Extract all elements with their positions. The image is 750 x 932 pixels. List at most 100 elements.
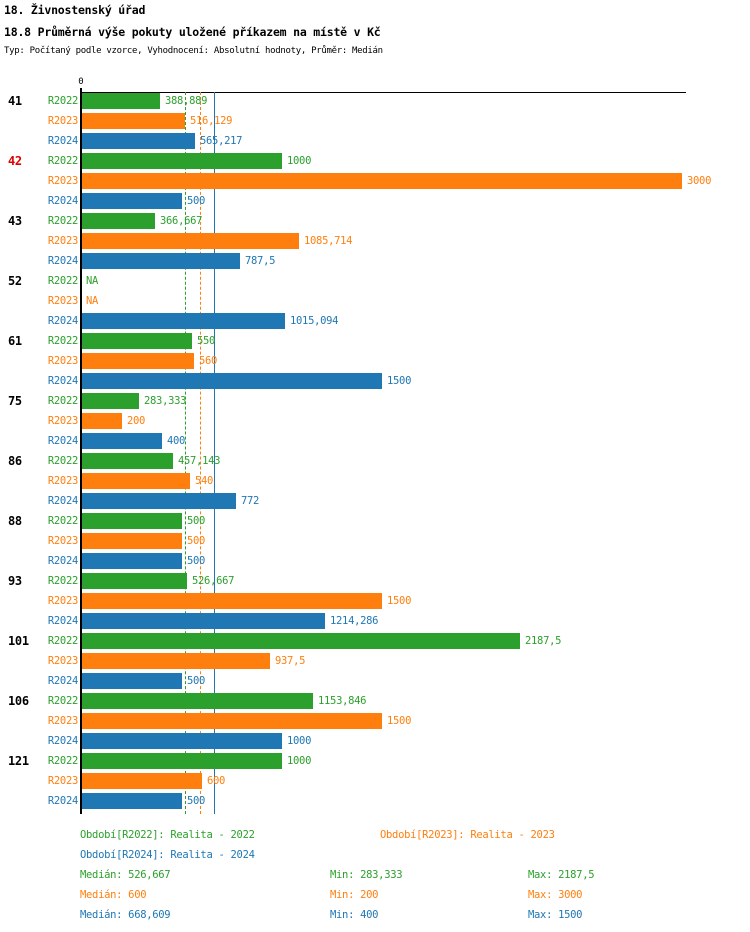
- value-label-na: NA: [86, 275, 99, 287]
- bar: [82, 653, 270, 669]
- series-label: R2024: [47, 195, 78, 207]
- category-label: 42: [8, 154, 22, 168]
- value-label: 2187,5: [525, 635, 562, 647]
- series-label: R2022: [47, 155, 78, 167]
- series-label: R2022: [47, 395, 78, 407]
- series-label: R2023: [47, 295, 78, 307]
- bar: [82, 793, 182, 809]
- value-label: 1500: [387, 715, 412, 727]
- value-label: 937,5: [275, 655, 306, 667]
- value-label: 1015,094: [290, 315, 339, 327]
- bar: [82, 233, 299, 249]
- value-label: 516,129: [190, 115, 233, 127]
- value-label: 540: [195, 475, 214, 487]
- value-label: 565,217: [200, 135, 243, 147]
- value-label: 1085,714: [304, 235, 353, 247]
- category-label: 121: [8, 754, 29, 768]
- bar: [82, 433, 162, 449]
- x-axis-line: [81, 92, 686, 93]
- bar: [82, 733, 282, 749]
- bar: [82, 213, 155, 229]
- zero-axis-line: [80, 88, 82, 814]
- legend-item: Období[R2022]: Realita - 2022: [80, 829, 255, 841]
- series-label: R2022: [47, 635, 78, 647]
- bar: [82, 333, 192, 349]
- value-label: 500: [187, 535, 206, 547]
- series-label: R2022: [47, 575, 78, 587]
- value-label: 1000: [287, 735, 312, 747]
- category-label: 88: [8, 514, 22, 528]
- series-label: R2024: [47, 315, 78, 327]
- chart-title: 18.8 Průměrná výše pokuty uložené příkaz…: [4, 25, 381, 39]
- bar: [82, 413, 122, 429]
- series-label: R2022: [47, 515, 78, 527]
- series-label: R2023: [47, 235, 78, 247]
- bar: [82, 613, 325, 629]
- stat-min: Min: 200: [330, 889, 379, 901]
- category-label: 86: [8, 454, 22, 468]
- series-label: R2023: [47, 355, 78, 367]
- bar: [82, 593, 382, 609]
- median-line-r2023: [200, 92, 201, 814]
- series-label: R2024: [47, 735, 78, 747]
- value-label: 1214,286: [330, 615, 379, 627]
- value-label: 1000: [287, 155, 312, 167]
- series-label: R2024: [47, 435, 78, 447]
- category-label: 106: [8, 694, 29, 708]
- stat-max: Max: 1500: [528, 909, 583, 921]
- category-label: 41: [8, 94, 22, 108]
- series-label: R2023: [47, 415, 78, 427]
- series-label: R2024: [47, 135, 78, 147]
- series-label: R2023: [47, 715, 78, 727]
- value-label: 600: [207, 775, 226, 787]
- category-label: 101: [8, 634, 29, 648]
- bar: [82, 553, 182, 569]
- series-label: R2022: [47, 275, 78, 287]
- bar: [82, 513, 182, 529]
- value-label: 3000: [687, 175, 712, 187]
- category-label: 75: [8, 394, 22, 408]
- stat-median: Medián: 526,667: [80, 869, 171, 881]
- bar: [82, 93, 160, 109]
- median-line-r2024: [214, 92, 215, 814]
- value-label: 500: [187, 195, 206, 207]
- bar: [82, 633, 520, 649]
- bar: [82, 533, 182, 549]
- value-label: 283,333: [144, 395, 187, 407]
- value-label: 366,667: [160, 215, 203, 227]
- value-label: 550: [197, 335, 216, 347]
- series-label: R2022: [47, 455, 78, 467]
- stat-median: Medián: 600: [80, 889, 147, 901]
- category-label: 52: [8, 274, 22, 288]
- bar: [82, 773, 202, 789]
- bar: [82, 393, 139, 409]
- series-label: R2023: [47, 775, 78, 787]
- series-label: R2023: [47, 535, 78, 547]
- series-label: R2023: [47, 115, 78, 127]
- category-label: 61: [8, 334, 22, 348]
- bar: [82, 493, 236, 509]
- series-label: R2022: [47, 95, 78, 107]
- series-label: R2023: [47, 595, 78, 607]
- series-label: R2024: [47, 495, 78, 507]
- bar: [82, 353, 194, 369]
- value-label: 500: [187, 675, 206, 687]
- bar: [82, 473, 190, 489]
- chart-meta: Typ: Počítaný podle vzorce, Vyhodnocení:…: [4, 46, 383, 56]
- value-label: 787,5: [245, 255, 276, 267]
- bar: [82, 133, 195, 149]
- value-label: 400: [167, 435, 186, 447]
- bar: [82, 453, 173, 469]
- bar: [82, 573, 187, 589]
- bar: [82, 753, 282, 769]
- bar: [82, 713, 382, 729]
- bar: [82, 693, 313, 709]
- value-label: 500: [187, 795, 206, 807]
- value-label: 457,143: [178, 455, 221, 467]
- value-label: 1500: [387, 595, 412, 607]
- series-label: R2024: [47, 795, 78, 807]
- stat-max: Max: 2187,5: [528, 869, 595, 881]
- bar: [82, 193, 182, 209]
- series-label: R2022: [47, 755, 78, 767]
